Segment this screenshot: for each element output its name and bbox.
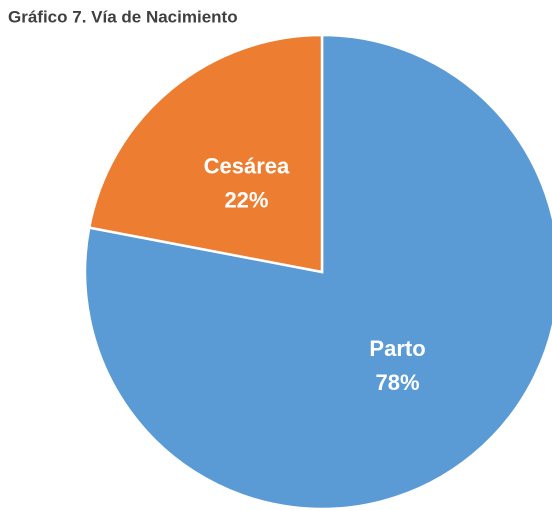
slice-category-label: Cesárea bbox=[204, 154, 290, 179]
slice-value-label: 78% bbox=[376, 370, 420, 395]
slice-category-label: Parto bbox=[369, 336, 425, 361]
chart-title: Gráfico 7. Vía de Nacimiento bbox=[8, 7, 238, 26]
slice-value-label: 22% bbox=[224, 188, 268, 213]
pie-slice bbox=[87, 33, 324, 274]
